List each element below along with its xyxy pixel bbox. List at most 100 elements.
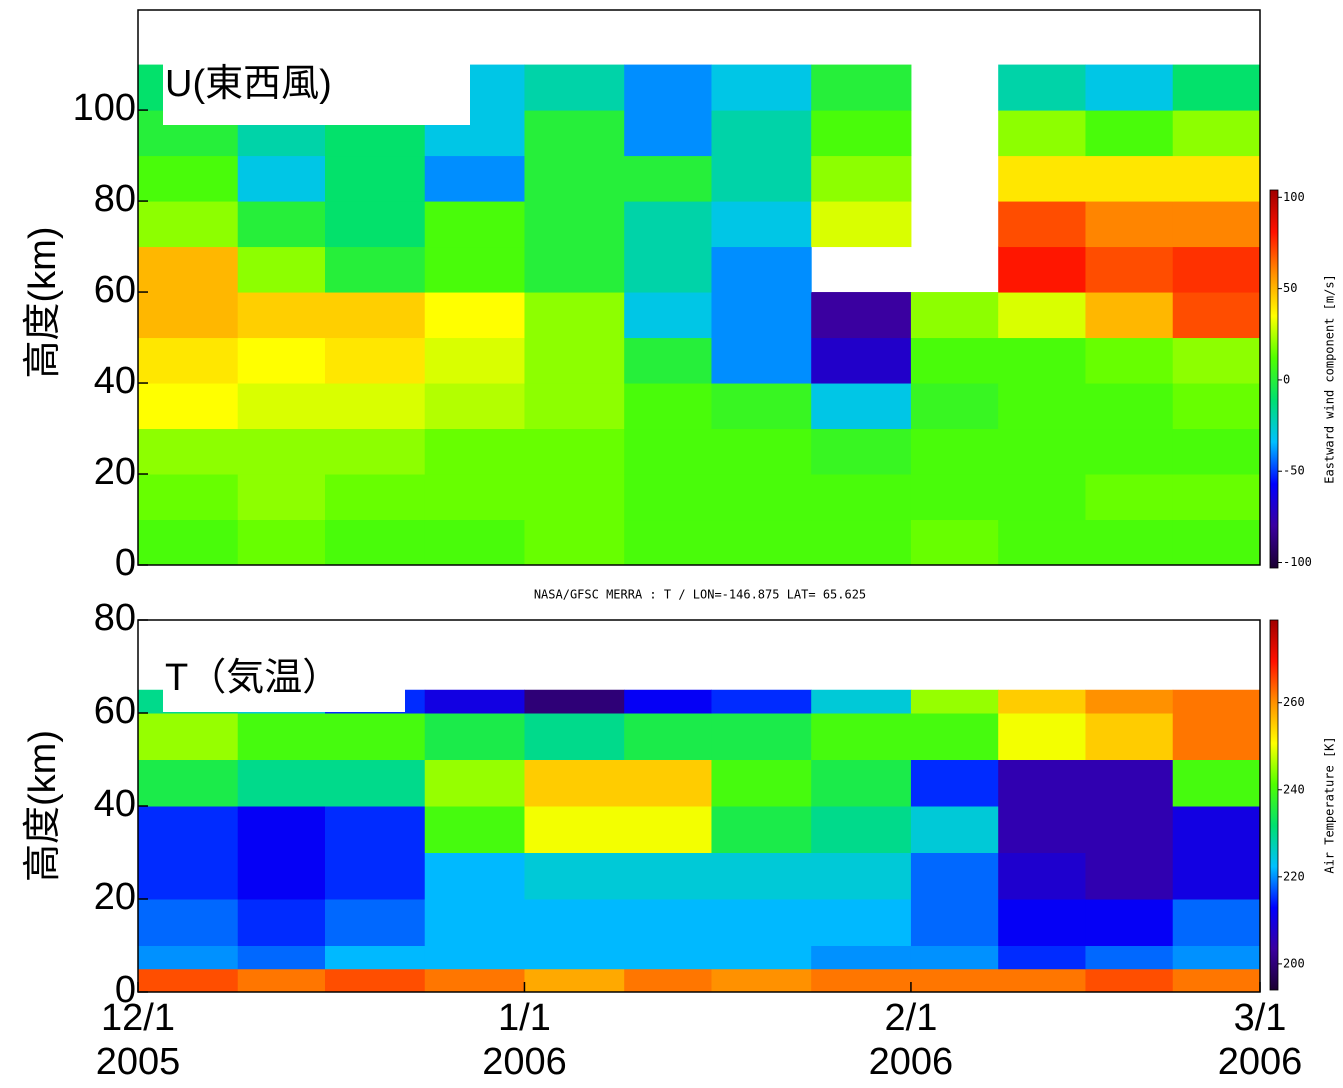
heatmap-cell bbox=[325, 852, 426, 900]
heatmap-cell bbox=[1085, 852, 1174, 900]
heatmap-cell bbox=[1085, 899, 1174, 946]
panel-title: T（気温） bbox=[165, 657, 340, 699]
heatmap-cell bbox=[424, 713, 525, 760]
heatmap-cell bbox=[998, 689, 1086, 714]
heatmap-cell bbox=[524, 383, 625, 430]
heatmap-cell bbox=[910, 899, 999, 946]
heatmap-cell bbox=[624, 428, 712, 475]
heatmap-cell bbox=[910, 383, 999, 430]
heatmap-cell bbox=[711, 246, 812, 293]
heatmap-cell bbox=[711, 945, 812, 970]
heatmap-cell bbox=[910, 474, 999, 521]
heatmap-cell bbox=[711, 155, 812, 202]
heatmap-cell bbox=[624, 689, 712, 714]
heatmap-cell bbox=[998, 246, 1086, 293]
heatmap-cell bbox=[811, 292, 912, 339]
heatmap-cell bbox=[998, 968, 1086, 993]
heatmap-cell bbox=[624, 759, 712, 807]
heatmap-cell bbox=[998, 852, 1086, 900]
heatmap-cell bbox=[325, 968, 426, 993]
heatmap-cell bbox=[811, 899, 912, 946]
heatmap-cell bbox=[138, 806, 239, 853]
heatmap-cell bbox=[524, 292, 625, 339]
heatmap-cell bbox=[1172, 945, 1261, 970]
heatmap-cell bbox=[910, 945, 999, 970]
heatmap-cell bbox=[237, 474, 326, 521]
heatmap-cell bbox=[1085, 968, 1174, 993]
colorbar bbox=[1269, 189, 1279, 569]
heatmap-cell bbox=[524, 759, 625, 807]
colorbar-tick-label: 220 bbox=[1283, 869, 1305, 883]
heatmap-cell bbox=[524, 713, 625, 760]
heatmap-cell bbox=[524, 64, 625, 111]
colorbar-tick-label: 240 bbox=[1283, 782, 1305, 796]
heatmap-cell bbox=[811, 337, 912, 384]
colorbar-tick-label: 100 bbox=[1283, 190, 1305, 204]
y-tick-label: 20 bbox=[94, 876, 136, 918]
heatmap-cell bbox=[424, 759, 525, 807]
y-tick-label: 80 bbox=[94, 178, 136, 220]
heatmap-cell bbox=[237, 428, 326, 475]
heatmap-cell bbox=[325, 155, 426, 202]
heatmap-cell bbox=[138, 201, 239, 248]
heatmap-cell bbox=[811, 474, 912, 521]
x-tick-label: 2006 bbox=[1218, 1041, 1303, 1083]
heatmap-cell bbox=[711, 383, 812, 430]
y-tick-label: 0 bbox=[115, 542, 136, 584]
heatmap-cell bbox=[910, 292, 999, 339]
heatmap-cell bbox=[910, 689, 999, 714]
heatmap-cell bbox=[1172, 806, 1261, 853]
colorbar-label: Air Temperature [K] bbox=[1323, 736, 1337, 873]
heatmap-cell bbox=[138, 852, 239, 900]
heatmap-cell bbox=[624, 246, 712, 293]
heatmap-cell bbox=[1085, 246, 1174, 293]
heatmap-cell bbox=[811, 428, 912, 475]
heatmap-cell bbox=[811, 201, 912, 248]
heatmap-cell bbox=[138, 899, 239, 946]
heatmap-cell bbox=[424, 852, 525, 900]
heatmap-cell bbox=[998, 519, 1086, 566]
title-box bbox=[163, 42, 470, 125]
y-tick-label: 20 bbox=[94, 451, 136, 493]
y-axis-label: 高度(km) bbox=[22, 730, 64, 882]
heatmap-cell bbox=[624, 899, 712, 946]
heatmap-cell bbox=[424, 337, 525, 384]
heatmap-cell bbox=[711, 110, 812, 157]
heatmap-cell bbox=[424, 428, 525, 475]
heatmap-cell bbox=[138, 246, 239, 293]
heatmap-cell bbox=[138, 474, 239, 521]
heatmap-cell bbox=[910, 337, 999, 384]
heatmap-cell bbox=[325, 246, 426, 293]
heatmap-cell bbox=[1085, 759, 1174, 807]
panel-title: U(東西風) bbox=[165, 63, 332, 105]
heatmap-cell bbox=[1172, 713, 1261, 760]
heatmap-cell bbox=[711, 713, 812, 760]
heatmap-cell bbox=[1085, 383, 1174, 430]
heatmap-cell bbox=[524, 201, 625, 248]
heatmap-cell bbox=[910, 806, 999, 853]
heatmap-cell bbox=[1172, 519, 1261, 566]
y-tick-label: 40 bbox=[94, 360, 136, 402]
heatmap-cell bbox=[138, 519, 239, 566]
heatmap-cell bbox=[998, 713, 1086, 760]
heatmap-cell bbox=[325, 428, 426, 475]
colorbar-tick-label: 50 bbox=[1283, 281, 1297, 295]
x-tick-label: 2005 bbox=[96, 1041, 181, 1083]
heatmap-cell bbox=[998, 383, 1086, 430]
heatmap-cell bbox=[424, 155, 525, 202]
heatmap-cell bbox=[624, 201, 712, 248]
heatmap-cell bbox=[325, 759, 426, 807]
heatmap-cell bbox=[998, 64, 1086, 111]
heatmap-cell bbox=[811, 968, 912, 993]
heatmap-cell bbox=[138, 383, 239, 430]
heatmap-cell bbox=[424, 968, 525, 993]
heatmap-cell bbox=[998, 899, 1086, 946]
heatmap-cell bbox=[998, 474, 1086, 521]
heatmap-cell bbox=[910, 713, 999, 760]
heatmap-cell bbox=[1085, 806, 1174, 853]
colorbar bbox=[1269, 619, 1279, 991]
y-tick-label: 60 bbox=[94, 269, 136, 311]
heatmap-cell bbox=[325, 337, 426, 384]
heatmap-cell bbox=[1172, 852, 1261, 900]
heatmap-cell bbox=[1172, 337, 1261, 384]
